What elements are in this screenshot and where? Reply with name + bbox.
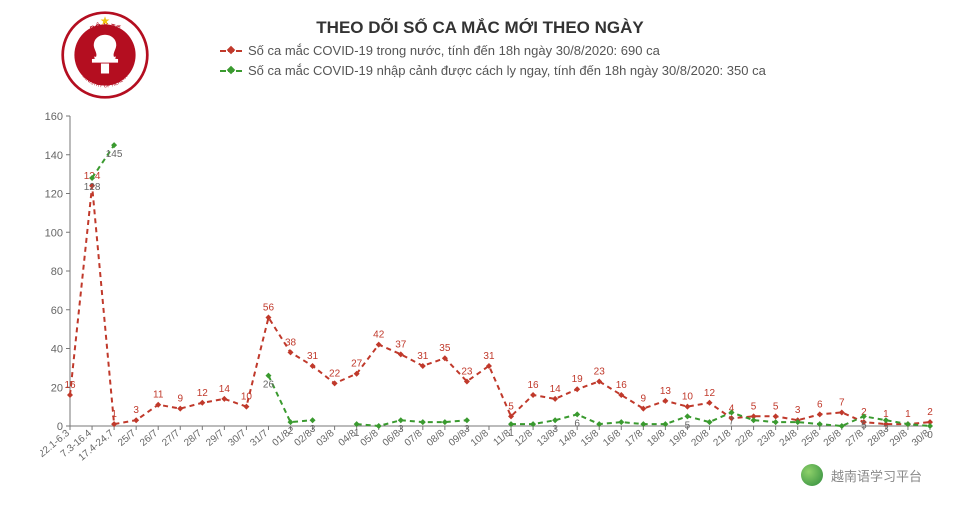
svg-text:6: 6 bbox=[817, 399, 823, 410]
svg-text:60: 60 bbox=[51, 305, 63, 317]
svg-text:40: 40 bbox=[51, 344, 63, 356]
svg-text:10: 10 bbox=[682, 392, 694, 403]
svg-text:145: 145 bbox=[106, 149, 123, 160]
svg-text:28/7: 28/7 bbox=[182, 428, 204, 449]
svg-text:16: 16 bbox=[528, 380, 540, 391]
legend-item-imported: Số ca mắc COVID-19 nhập cảnh được cách l… bbox=[220, 62, 766, 80]
svg-text:19: 19 bbox=[572, 374, 584, 385]
svg-text:27/7: 27/7 bbox=[160, 428, 182, 449]
svg-text:3: 3 bbox=[398, 424, 404, 435]
svg-text:5: 5 bbox=[685, 420, 691, 431]
svg-text:3: 3 bbox=[883, 424, 889, 435]
svg-text:42: 42 bbox=[373, 330, 385, 341]
svg-text:3: 3 bbox=[133, 405, 139, 416]
svg-text:07/8: 07/8 bbox=[403, 428, 425, 449]
svg-text:3: 3 bbox=[795, 405, 801, 416]
svg-text:11: 11 bbox=[153, 390, 164, 401]
svg-text:03/8: 03/8 bbox=[315, 428, 337, 449]
svg-text:23: 23 bbox=[461, 366, 473, 377]
svg-text:5: 5 bbox=[773, 401, 779, 412]
svg-text:30/7: 30/7 bbox=[226, 428, 248, 449]
svg-text:26: 26 bbox=[263, 380, 275, 391]
svg-text:120: 120 bbox=[45, 189, 63, 201]
svg-text:18/8: 18/8 bbox=[645, 428, 667, 449]
svg-text:15/8: 15/8 bbox=[579, 428, 601, 449]
svg-text:24/8: 24/8 bbox=[778, 428, 800, 449]
watermark: 越南语学习平台 bbox=[793, 462, 930, 488]
svg-text:1: 1 bbox=[508, 428, 514, 439]
svg-text:26/7: 26/7 bbox=[138, 428, 160, 449]
svg-text:2: 2 bbox=[927, 407, 933, 418]
svg-text:80: 80 bbox=[51, 266, 63, 278]
svg-text:9: 9 bbox=[641, 394, 647, 405]
svg-text:20: 20 bbox=[51, 382, 63, 394]
svg-text:5: 5 bbox=[508, 401, 514, 412]
svg-text:100: 100 bbox=[45, 227, 63, 239]
svg-text:3: 3 bbox=[464, 424, 470, 435]
svg-text:56: 56 bbox=[263, 303, 275, 314]
svg-text:3: 3 bbox=[552, 424, 558, 435]
svg-text:0: 0 bbox=[927, 430, 933, 441]
chart-title: THEO DÕI SỐ CA MẮC MỚI THEO NGÀY bbox=[0, 18, 960, 38]
svg-text:26/8: 26/8 bbox=[822, 428, 844, 449]
svg-text:12/8: 12/8 bbox=[513, 428, 535, 449]
svg-text:128: 128 bbox=[84, 182, 101, 193]
svg-text:05/8: 05/8 bbox=[359, 428, 381, 449]
svg-text:14: 14 bbox=[219, 384, 231, 395]
svg-text:23/8: 23/8 bbox=[756, 428, 778, 449]
svg-text:16/8: 16/8 bbox=[601, 428, 623, 449]
svg-text:14/8: 14/8 bbox=[557, 428, 579, 449]
chart-plot: 02040608010012014016022.1-6.37.3-16.417.… bbox=[40, 108, 940, 478]
svg-text:12: 12 bbox=[197, 388, 209, 399]
svg-text:10/8: 10/8 bbox=[469, 428, 491, 449]
legend-item-domestic: Số ca mắc COVID-19 trong nước, tính đến … bbox=[220, 42, 766, 60]
svg-text:29/8: 29/8 bbox=[888, 428, 910, 449]
svg-text:2: 2 bbox=[288, 426, 294, 437]
watermark-text: 越南语学习平台 bbox=[831, 466, 922, 485]
svg-text:5: 5 bbox=[751, 401, 757, 412]
svg-text:10: 10 bbox=[241, 392, 253, 403]
legend-label-imported: Số ca mắc COVID-19 nhập cảnh được cách l… bbox=[248, 62, 766, 80]
svg-text:1: 1 bbox=[111, 409, 117, 420]
svg-text:5: 5 bbox=[861, 420, 867, 431]
wechat-icon bbox=[801, 464, 823, 486]
svg-text:23: 23 bbox=[594, 366, 606, 377]
svg-text:37: 37 bbox=[395, 339, 407, 350]
svg-text:21/8: 21/8 bbox=[711, 428, 733, 449]
svg-text:08/8: 08/8 bbox=[425, 428, 447, 449]
svg-text:6: 6 bbox=[574, 418, 580, 429]
svg-text:16: 16 bbox=[616, 380, 628, 391]
svg-text:20/8: 20/8 bbox=[689, 428, 711, 449]
svg-text:25/7: 25/7 bbox=[116, 428, 138, 449]
svg-text:35: 35 bbox=[439, 343, 451, 354]
svg-text:31/7: 31/7 bbox=[248, 428, 270, 449]
svg-text:22/8: 22/8 bbox=[734, 428, 756, 449]
svg-text:140: 140 bbox=[45, 150, 63, 162]
svg-text:27: 27 bbox=[351, 359, 363, 370]
svg-text:14: 14 bbox=[550, 384, 562, 395]
svg-text:13: 13 bbox=[660, 386, 672, 397]
svg-text:31: 31 bbox=[417, 351, 429, 362]
svg-text:9: 9 bbox=[177, 394, 183, 405]
svg-text:7: 7 bbox=[729, 416, 735, 427]
svg-text:22: 22 bbox=[329, 368, 341, 379]
svg-text:31: 31 bbox=[483, 351, 495, 362]
svg-text:31: 31 bbox=[307, 351, 319, 362]
svg-text:25/8: 25/8 bbox=[800, 428, 822, 449]
svg-text:3: 3 bbox=[310, 424, 316, 435]
svg-text:29/7: 29/7 bbox=[204, 428, 226, 449]
svg-text:16: 16 bbox=[64, 380, 76, 391]
svg-text:17/8: 17/8 bbox=[623, 428, 645, 449]
svg-text:1: 1 bbox=[905, 409, 911, 420]
svg-text:7: 7 bbox=[839, 397, 845, 408]
legend: Số ca mắc COVID-19 trong nước, tính đến … bbox=[220, 42, 766, 82]
svg-text:12: 12 bbox=[704, 388, 716, 399]
svg-text:1: 1 bbox=[354, 428, 360, 439]
svg-text:160: 160 bbox=[45, 111, 63, 123]
legend-label-domestic: Số ca mắc COVID-19 trong nước, tính đến … bbox=[248, 42, 660, 60]
svg-text:38: 38 bbox=[285, 337, 297, 348]
